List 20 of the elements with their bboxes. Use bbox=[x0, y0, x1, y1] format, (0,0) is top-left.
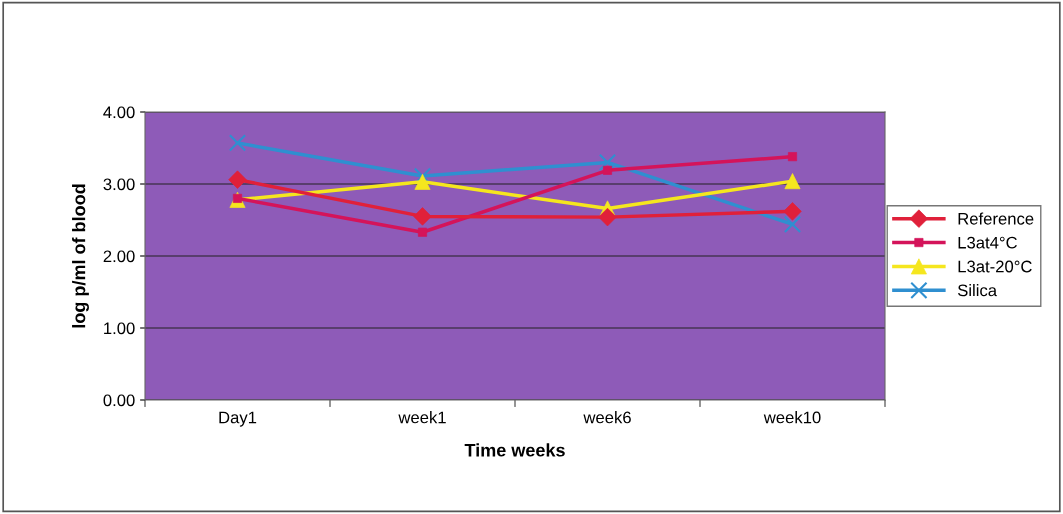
y-tick-label: 2.00 bbox=[103, 250, 135, 263]
point bbox=[598, 153, 617, 172]
y-tick-label: 3.00 bbox=[103, 178, 135, 191]
y-axis-title: log p/ml of blood bbox=[72, 184, 89, 328]
y-tick-label: 1.00 bbox=[104, 322, 135, 335]
x-tick-label: week10 bbox=[763, 411, 821, 424]
legend-label: L3at-20°C bbox=[958, 260, 1032, 273]
x-axis-title: Time weeks bbox=[464, 443, 565, 457]
x-tick-label: Day1 bbox=[219, 411, 257, 427]
legend-label: L3at4°C bbox=[958, 236, 1017, 249]
x-tick-label: week6 bbox=[583, 411, 631, 424]
point bbox=[787, 152, 798, 162]
point bbox=[784, 173, 801, 190]
y-tick-label: 0.00 bbox=[103, 394, 135, 407]
legend-label: Silica bbox=[957, 284, 998, 297]
legend-label: Reference bbox=[958, 212, 1034, 225]
point bbox=[783, 215, 802, 233]
y-tick-label: 4.00 bbox=[103, 106, 135, 119]
x-tick-label: week1 bbox=[398, 411, 446, 424]
point bbox=[228, 134, 247, 152]
